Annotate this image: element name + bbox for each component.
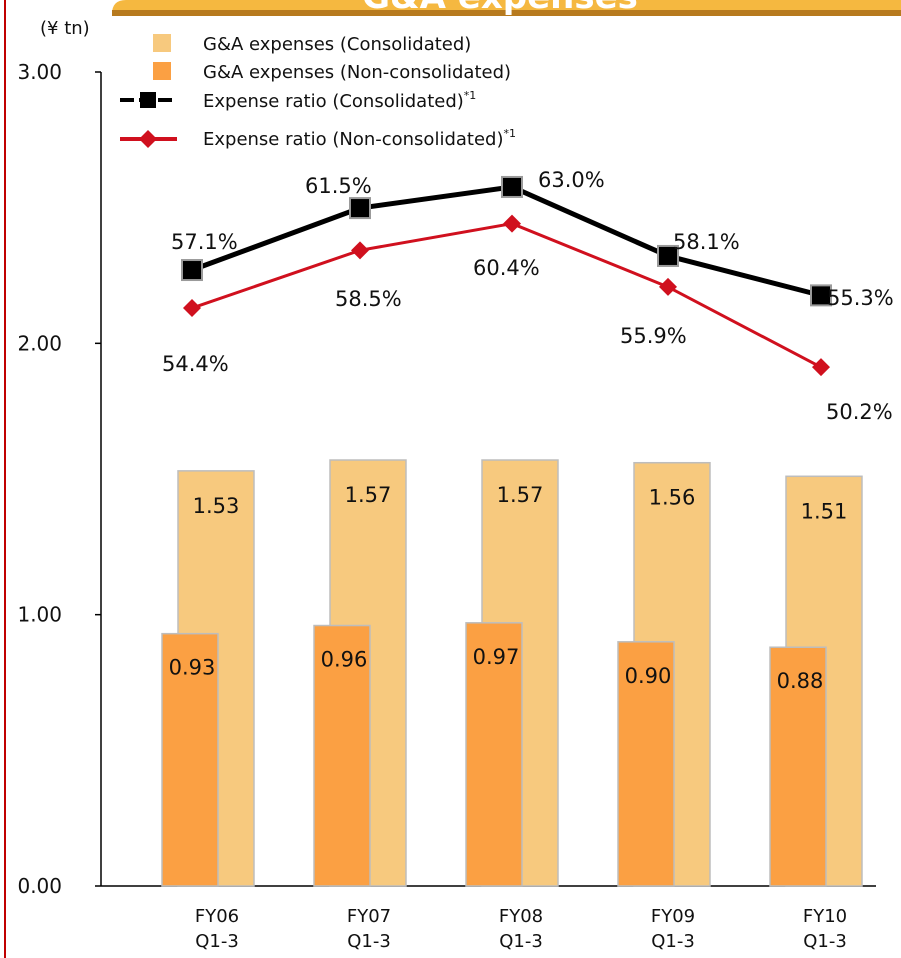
legend-label-nonconsolidated-ratio: Expense ratio (Non-consolidated)*1 — [203, 127, 516, 150]
x-tick-label: FY10 — [803, 906, 847, 927]
bar-label-consolidated: 1.57 — [345, 483, 392, 507]
bar-label-nonconsolidated: 0.97 — [473, 645, 520, 669]
bar-label-nonconsolidated: 0.93 — [169, 656, 216, 680]
x-tick-label-sub: Q1-3 — [803, 931, 847, 952]
legend-swatch-nonconsolidated-bar — [153, 62, 171, 80]
bar-nonconsolidated — [617, 641, 675, 887]
ratio-label-nonconsolidated: 55.9% — [620, 324, 687, 348]
ratio-label-consolidated: 61.5% — [305, 174, 372, 198]
bar-label-consolidated: 1.57 — [497, 483, 544, 507]
ratio-label-nonconsolidated: 54.4% — [162, 352, 229, 376]
y-tick-label: 3.00 — [17, 60, 62, 84]
ratio-label-nonconsolidated: 50.2% — [826, 400, 893, 424]
legend-marker-consolidated-ratio — [140, 92, 156, 108]
marker-ratio-nonconsolidated — [659, 277, 677, 296]
ratio-label-consolidated: 58.1% — [673, 230, 740, 254]
legend-footnote-nonconsolidated-ratio: *1 — [503, 127, 516, 140]
header-tab: G&A expenses — [112, 0, 901, 17]
ratio-label-consolidated: 57.1% — [171, 230, 238, 254]
marker-ratio-nonconsolidated — [503, 214, 521, 233]
marker-ratio-nonconsolidated — [812, 358, 830, 377]
x-tick-label-sub: Q1-3 — [195, 931, 239, 952]
header-title: G&A expenses — [362, 0, 638, 17]
marker-ratio-consolidated — [349, 197, 371, 220]
bar-label-nonconsolidated: 0.96 — [321, 648, 368, 672]
y-tick-label: 1.00 — [17, 603, 62, 627]
marker-ratio-nonconsolidated — [351, 241, 369, 260]
x-tick-label: FY07 — [347, 906, 391, 927]
ratio-label-consolidated: 63.0% — [538, 168, 605, 192]
marker-ratio-consolidated — [501, 175, 523, 198]
x-tick-label-sub: Q1-3 — [347, 931, 391, 952]
bar-nonconsolidated — [313, 624, 371, 887]
x-tick-label: FY08 — [499, 906, 543, 927]
ratio-label-nonconsolidated: 60.4% — [473, 256, 540, 280]
bar-nonconsolidated — [465, 622, 523, 887]
bar-label-nonconsolidated: 0.90 — [625, 664, 672, 688]
bar-label-consolidated: 1.53 — [193, 494, 240, 518]
legend-marker-nonconsolidated-ratio — [139, 130, 157, 148]
legend-label-consolidated-bar: G&A expenses (Consolidated) — [203, 34, 471, 55]
x-tick-label-sub: Q1-3 — [499, 931, 543, 952]
marker-ratio-consolidated — [657, 244, 679, 267]
bar-label-consolidated: 1.56 — [649, 486, 696, 510]
x-tick-label: FY09 — [651, 906, 695, 927]
marker-ratio-consolidated — [810, 284, 832, 307]
bar-nonconsolidated — [769, 646, 827, 887]
marker-ratio-nonconsolidated — [183, 299, 201, 318]
legend-label-nonconsolidated-bar: G&A expenses (Non-consolidated) — [203, 62, 511, 83]
bar-nonconsolidated — [161, 632, 219, 887]
x-tick-label-sub: Q1-3 — [651, 931, 695, 952]
ratio-label-nonconsolidated: 58.5% — [335, 287, 402, 311]
legend-footnote-consolidated-ratio: *1 — [464, 89, 477, 102]
marker-ratio-consolidated — [181, 259, 203, 282]
y-tick-label: 0.00 — [17, 874, 62, 898]
bar-label-consolidated: 1.51 — [801, 499, 848, 523]
legend-swatch-consolidated-bar — [153, 34, 171, 52]
bar-label-nonconsolidated: 0.88 — [777, 669, 824, 693]
ratio-label-consolidated: 55.3% — [827, 286, 894, 310]
y-tick-label: 2.00 — [17, 331, 62, 355]
legend-label-consolidated-ratio: Expense ratio (Consolidated)*1 — [203, 89, 476, 112]
y-unit-label: (¥ tn) — [40, 18, 90, 39]
x-tick-label: FY06 — [195, 906, 239, 927]
